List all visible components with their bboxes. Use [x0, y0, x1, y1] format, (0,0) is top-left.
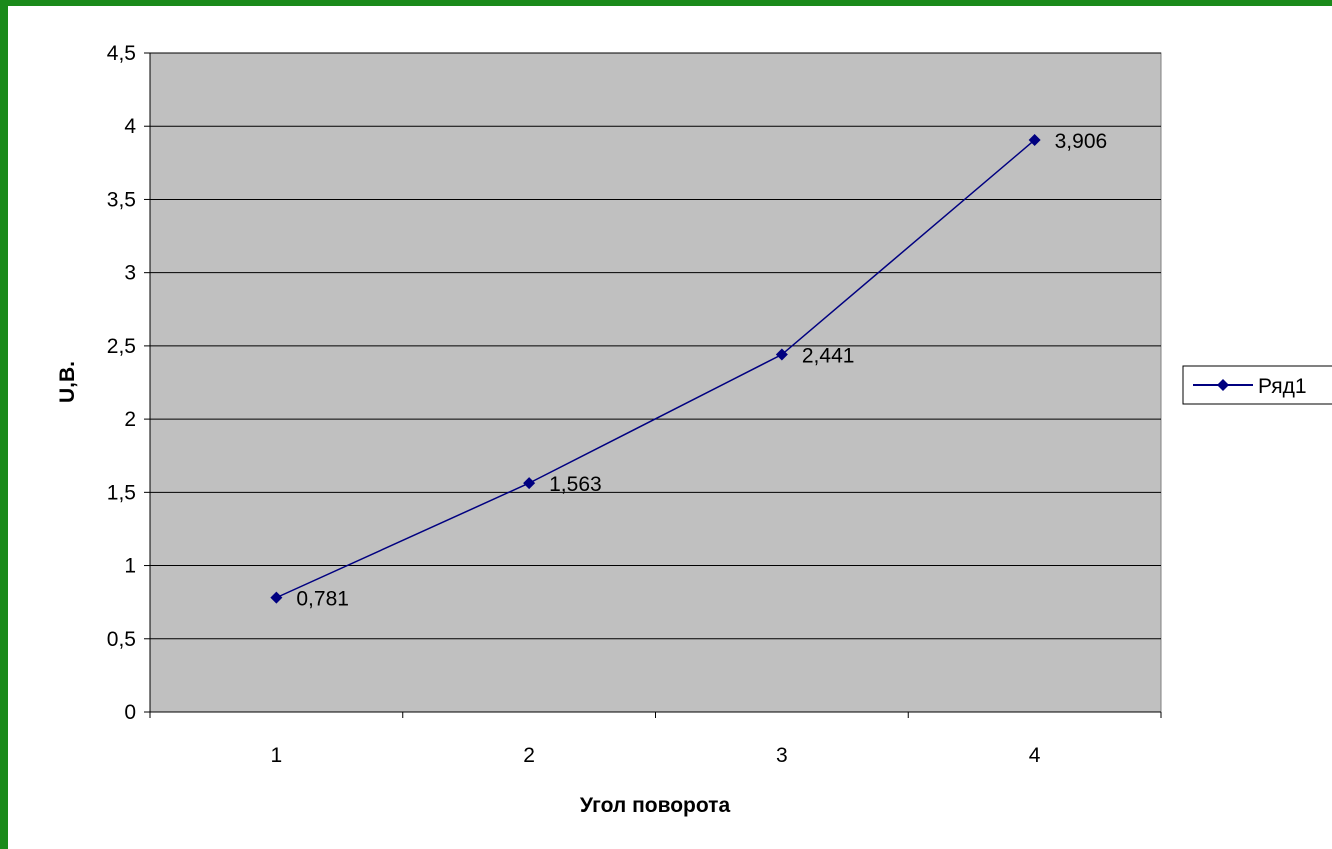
- axes: [144, 52, 1162, 718]
- data-labels: 0,781 1,563 2,441 3,906: [296, 130, 1107, 611]
- x-tick-label: 2: [523, 744, 535, 767]
- x-tick-label: 3: [776, 744, 788, 767]
- chart-frame: 0 0,5 1 1,5 2 2,5 3 3,5 4 4,5 1 2 3 4 0,781 1,563 2,44…: [8, 6, 1332, 849]
- data-label: 1,563: [549, 473, 602, 496]
- legend: Ряд1: [1182, 365, 1332, 405]
- y-tick-labels: 0 0,5 1 1,5 2 2,5 3 3,5 4 4,5: [107, 42, 137, 724]
- line-chart: 0 0,5 1 1,5 2 2,5 3 3,5 4 4,5 1 2 3 4 0,781 1,563 2,44…: [56, 42, 1332, 817]
- x-tick-label: 4: [1029, 744, 1041, 767]
- y-tick-label: 2: [124, 408, 136, 431]
- data-point: [1028, 133, 1041, 146]
- data-label: 3,906: [1055, 130, 1108, 153]
- y-tick-label: 3: [124, 262, 136, 285]
- x-axis-label: Угол поворота: [580, 794, 731, 817]
- y-tick-label: 0,5: [107, 628, 136, 651]
- y-tick-label: 1,5: [107, 481, 136, 504]
- x-tick-label: 1: [271, 744, 283, 767]
- data-point: [270, 591, 283, 604]
- data-point: [523, 477, 536, 490]
- data-label: 2,441: [802, 345, 855, 368]
- y-tick-label: 2,5: [107, 335, 136, 358]
- x-tick-labels: 1 2 3 4: [271, 744, 1041, 767]
- series-layer: [270, 133, 1041, 604]
- y-tick-label: 4: [124, 115, 136, 138]
- y-axis-label: U,В.: [56, 361, 79, 403]
- data-point: [775, 348, 788, 361]
- data-label: 0,781: [296, 588, 349, 611]
- legend-marker: [1217, 379, 1229, 391]
- y-tick-label: 4,5: [107, 42, 136, 65]
- y-tick-label: 3,5: [107, 188, 136, 211]
- series-line: [276, 139, 1036, 599]
- y-tick-label: 1: [124, 555, 136, 578]
- gridlines: [150, 52, 1161, 640]
- legend-label: Ряд1: [1258, 375, 1307, 398]
- y-tick-label: 0: [124, 701, 136, 724]
- plot-area: [149, 52, 1162, 713]
